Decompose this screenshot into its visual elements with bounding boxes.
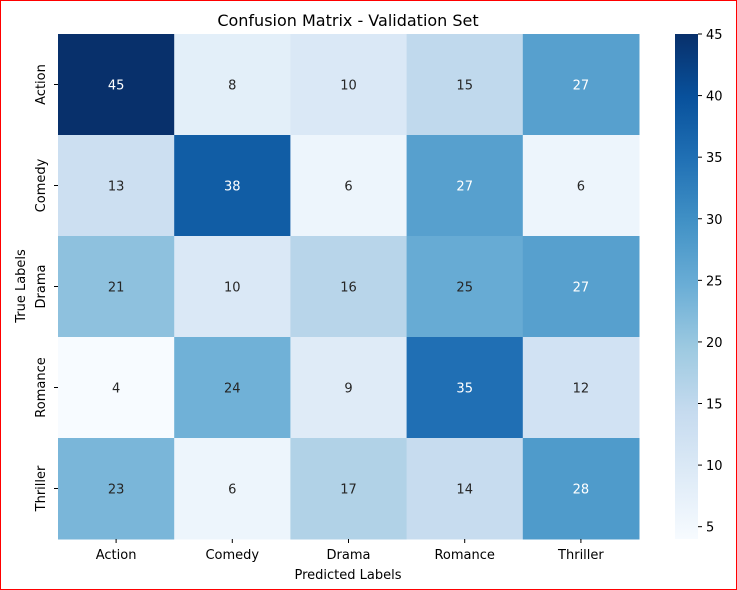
cell-value-label: 13 [108, 180, 125, 195]
heatmap-cell [406, 438, 524, 540]
heatmap-cells [58, 34, 640, 540]
heatmap-annotations: 45 8 10 15 27 13 38 6 27 6 21 10 16 25 27 4 24 9 35 12 23 6 17… [108, 79, 589, 498]
heatmap-cell [290, 337, 408, 439]
heatmap-cell [174, 236, 291, 338]
colorbar-tick-label: 10 [706, 459, 723, 474]
cell-value-label: 25 [456, 281, 473, 296]
heatmap-cell [522, 438, 640, 540]
cell-value-label: 10 [340, 79, 357, 94]
y-tick-label: Comedy [34, 158, 49, 212]
cell-value-label: 6 [577, 180, 585, 195]
y-axis: Action Comedy Drama Romance Thriller [34, 64, 58, 512]
heatmap-cell [58, 236, 175, 338]
cell-value-label: 27 [573, 79, 590, 94]
colorbar-tick-label: 30 [706, 213, 723, 228]
cell-value-label: 28 [573, 483, 590, 498]
cell-value-label: 45 [108, 79, 125, 94]
cell-value-label: 4 [112, 382, 120, 397]
colorbar-gradient [675, 34, 698, 539]
y-axis-label: True Labels [14, 249, 29, 324]
heatmap-cell [290, 34, 408, 136]
cell-value-label: 27 [573, 281, 590, 296]
x-tick-label: Drama [327, 548, 371, 563]
heatmap-cell [58, 34, 175, 136]
cell-value-label: 24 [224, 382, 241, 397]
x-tick-label: Romance [434, 548, 494, 563]
heatmap-cell [522, 236, 640, 338]
y-tick-label: Drama [34, 265, 49, 309]
x-tick-label: Thriller [557, 548, 604, 563]
cell-value-label: 8 [228, 79, 236, 94]
colorbar-tick-label: 35 [706, 151, 723, 166]
heatmap-cell [174, 438, 291, 540]
colorbar-tick-label: 20 [706, 336, 723, 351]
colorbar-tick-label: 15 [706, 398, 723, 413]
cell-value-label: 12 [573, 382, 590, 397]
heatmap-cell [174, 135, 291, 237]
heatmap-cell [58, 337, 175, 439]
heatmap-cell [290, 135, 408, 237]
cell-value-label: 16 [340, 281, 357, 296]
chart-title: Confusion Matrix - Validation Set [217, 11, 478, 30]
heatmap-cell [58, 135, 175, 237]
colorbar-tick-label: 25 [706, 274, 723, 289]
x-axis-label: Predicted Labels [294, 568, 401, 583]
cell-value-label: 17 [340, 483, 357, 498]
cell-value-label: 27 [456, 180, 473, 195]
cell-value-label: 6 [344, 180, 352, 195]
cell-value-label: 6 [228, 483, 236, 498]
y-tick-label: Action [34, 64, 49, 105]
heatmap-cell [522, 135, 640, 237]
heatmap-cell [290, 236, 408, 338]
heatmap-cell [406, 236, 524, 338]
x-axis: Action Comedy Drama Romance Thriller [96, 539, 604, 563]
colorbar-tick-label: 45 [706, 28, 723, 43]
heatmap-cell [406, 337, 524, 439]
heatmap-cell [406, 135, 524, 237]
cell-value-label: 15 [456, 79, 473, 94]
heatmap-cell [406, 34, 524, 136]
cell-value-label: 38 [224, 180, 241, 195]
heatmap-cell [174, 337, 291, 439]
colorbar-ticks: 5 10 15 20 25 30 35 40 45 [698, 28, 723, 536]
x-tick-label: Action [96, 548, 137, 563]
heatmap-cell [58, 438, 175, 540]
cell-value-label: 23 [108, 483, 125, 498]
heatmap-cell [174, 34, 291, 136]
cell-value-label: 9 [344, 382, 352, 397]
cell-value-label: 10 [224, 281, 241, 296]
cell-value-label: 21 [108, 281, 125, 296]
heatmap-cell [290, 438, 408, 540]
x-tick-label: Comedy [205, 548, 259, 563]
colorbar [675, 34, 698, 539]
y-tick-label: Romance [34, 357, 49, 417]
heatmap-cell [522, 34, 640, 136]
colorbar-tick-label: 40 [706, 90, 723, 105]
colorbar-tick-label: 5 [706, 521, 714, 536]
y-tick-label: Thriller [34, 465, 49, 512]
cell-value-label: 35 [456, 382, 473, 397]
cell-value-label: 14 [456, 483, 473, 498]
heatmap-cell [522, 337, 640, 439]
